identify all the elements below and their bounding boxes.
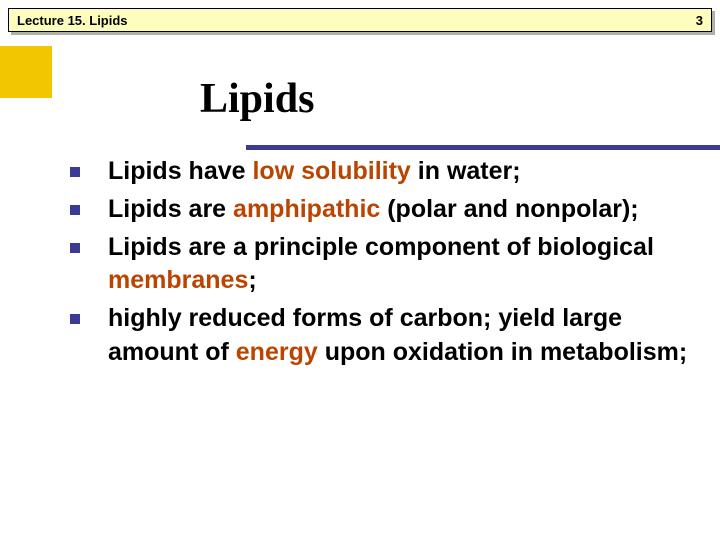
bullet-text: highly reduced forms of carbon; yield la… bbox=[108, 302, 690, 370]
plain-text: Lipids are bbox=[108, 195, 233, 223]
bullet-item: highly reduced forms of carbon; yield la… bbox=[70, 302, 690, 370]
bullet-item: Lipids are a principle component of biol… bbox=[70, 231, 690, 299]
header-bar: Lecture 15. Lipids 3 bbox=[8, 8, 712, 32]
bullet-marker bbox=[70, 167, 80, 177]
header-title: Lecture 15. Lipids bbox=[17, 13, 128, 28]
plain-text: in water; bbox=[418, 157, 521, 185]
highlight-text: low solubility bbox=[252, 157, 417, 185]
plain-text: upon oxidation in metabolism; bbox=[325, 338, 688, 366]
plain-text: Lipids have bbox=[108, 157, 252, 185]
content-list: Lipids have low solubility in water;Lipi… bbox=[70, 155, 690, 374]
plain-text: (polar and nonpolar); bbox=[387, 195, 638, 223]
accent-block bbox=[0, 46, 52, 98]
bullet-item: Lipids are amphipathic (polar and nonpol… bbox=[70, 193, 690, 227]
title-area: Lipids bbox=[200, 75, 314, 123]
highlight-text: amphipathic bbox=[233, 195, 387, 223]
plain-text: ; bbox=[248, 266, 256, 294]
header-page-number: 3 bbox=[696, 13, 703, 28]
slide-title: Lipids bbox=[200, 75, 314, 123]
bullet-marker bbox=[70, 205, 80, 215]
bullet-marker bbox=[70, 243, 80, 253]
highlight-text: membranes bbox=[108, 266, 248, 294]
bullet-marker bbox=[70, 314, 80, 324]
highlight-text: energy bbox=[236, 338, 325, 366]
bullet-text: Lipids are amphipathic (polar and nonpol… bbox=[108, 193, 639, 227]
title-underline bbox=[246, 145, 720, 150]
bullet-text: Lipids are a principle component of biol… bbox=[108, 231, 690, 299]
bullet-text: Lipids have low solubility in water; bbox=[108, 155, 521, 189]
bullet-item: Lipids have low solubility in water; bbox=[70, 155, 690, 189]
plain-text: Lipids are a principle component of biol… bbox=[108, 233, 654, 261]
